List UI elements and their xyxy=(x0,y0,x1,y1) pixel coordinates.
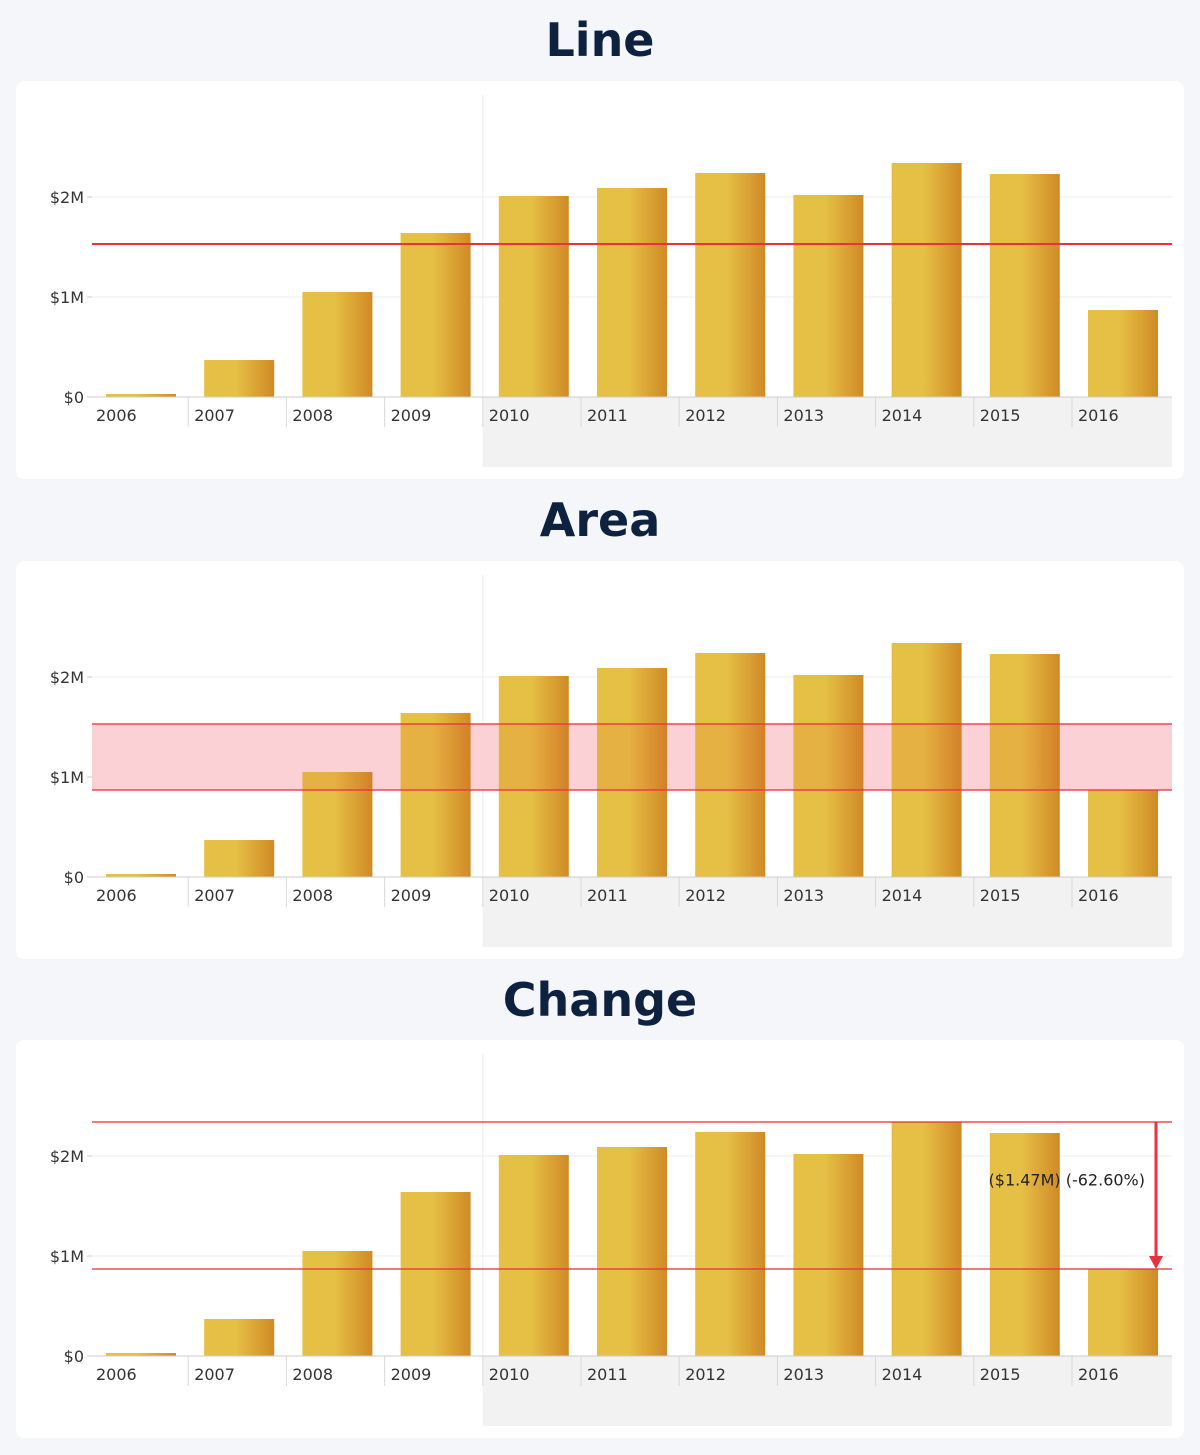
bar-2016[interactable] xyxy=(1088,1269,1158,1356)
bar-2010[interactable] xyxy=(498,196,569,397)
x-tick-label: 2007 xyxy=(194,886,235,905)
x-tick-label: 2006 xyxy=(96,1365,137,1384)
x-tick-label: 2008 xyxy=(292,406,333,425)
y-tick-label: $2M xyxy=(50,188,84,207)
x-tick-label: 2006 xyxy=(96,886,137,905)
x-tick-label: 2011 xyxy=(587,1365,628,1384)
x-tick-label: 2010 xyxy=(489,886,530,905)
x-tick-label: 2009 xyxy=(391,1365,432,1384)
bar-2013[interactable] xyxy=(793,1154,864,1356)
forecast-shade xyxy=(482,397,1172,467)
x-tick-label: 2016 xyxy=(1078,406,1119,425)
x-tick-label: 2016 xyxy=(1078,886,1119,905)
y-tick-label: $2M xyxy=(50,668,84,687)
x-tick-label: 2007 xyxy=(194,1365,235,1384)
bar-2016[interactable] xyxy=(1088,790,1158,877)
bar-2006[interactable] xyxy=(106,1353,176,1356)
x-tick-label: 2015 xyxy=(980,1365,1021,1384)
reference-band-overlay xyxy=(92,724,1172,790)
chart-panel-line: $0 $1M $2M 2006 2007 2008 2009 2010 2011 2012 2013… xyxy=(16,81,1184,479)
bar-2015[interactable] xyxy=(989,174,1060,397)
y-tick-label: $1M xyxy=(50,768,84,787)
chart-title-change: Change xyxy=(502,973,698,1027)
x-tick-label: 2016 xyxy=(1078,1365,1119,1384)
y-tick-label: $0 xyxy=(64,1347,84,1366)
x-tick-label: 2014 xyxy=(882,886,923,905)
chart-title-area: Area xyxy=(539,493,661,547)
bar-2014[interactable] xyxy=(891,643,962,877)
x-tick-label: 2012 xyxy=(685,1365,726,1384)
x-tick-label: 2006 xyxy=(96,406,137,425)
x-tick-label: 2012 xyxy=(685,886,726,905)
x-tick-label: 2011 xyxy=(587,886,628,905)
x-tick-label: 2012 xyxy=(685,406,726,425)
bar-2013[interactable] xyxy=(793,195,864,397)
bar-2012[interactable] xyxy=(695,653,766,877)
bar-2009[interactable] xyxy=(400,713,471,877)
bar-chart-area: $0 $1M $2M 2006 2007 2008 2009 2010 2011 2012 2013… xyxy=(50,575,1172,947)
x-tick-label: 2013 xyxy=(783,1365,824,1384)
bar-2012[interactable] xyxy=(695,1132,766,1356)
bar-2008[interactable] xyxy=(302,1251,373,1356)
bar-2013[interactable] xyxy=(793,675,864,877)
bar-2011[interactable] xyxy=(597,188,667,397)
x-tick-label: 2009 xyxy=(391,886,432,905)
x-tick-label: 2014 xyxy=(882,406,923,425)
x-tick-label: 2008 xyxy=(292,886,333,905)
x-tick-label: 2007 xyxy=(194,406,235,425)
x-tick-label: 2014 xyxy=(882,1365,923,1384)
x-tick-label: 2015 xyxy=(980,886,1021,905)
bar-2014[interactable] xyxy=(891,1122,962,1356)
x-tick-label: 2010 xyxy=(489,1365,530,1384)
change-arrow-head xyxy=(1149,1256,1163,1269)
chart-panel-change: $0 $1M $2M 2006 2007 2008 2009 2010 2011 2012 2013… xyxy=(16,1040,1184,1438)
bar-2010[interactable] xyxy=(498,1155,569,1356)
bar-2009[interactable] xyxy=(400,233,471,397)
x-tick-label: 2013 xyxy=(783,886,824,905)
bar-chart-line: $0 $1M $2M 2006 2007 2008 2009 2010 2011 2012 2013… xyxy=(50,95,1172,467)
bar-2007[interactable] xyxy=(204,360,275,397)
bar-2006[interactable] xyxy=(106,874,176,877)
y-tick-label: $0 xyxy=(64,388,84,407)
y-tick-label: $1M xyxy=(50,288,84,307)
forecast-shade xyxy=(482,877,1172,947)
x-tick-label: 2010 xyxy=(489,406,530,425)
x-tick-label: 2011 xyxy=(587,406,628,425)
chart-panel-area: $0 $1M $2M 2006 2007 2008 2009 2010 2011 2012 2013… xyxy=(16,561,1184,959)
bar-2012[interactable] xyxy=(695,173,766,397)
y-tick-label: $0 xyxy=(64,868,84,887)
bar-2007[interactable] xyxy=(204,840,275,877)
bar-2015[interactable] xyxy=(989,654,1060,877)
x-tick-label: 2008 xyxy=(292,1365,333,1384)
bar-2011[interactable] xyxy=(597,668,667,877)
bar-2011[interactable] xyxy=(597,1147,667,1356)
bar-2006[interactable] xyxy=(106,394,176,397)
bar-2008[interactable] xyxy=(302,292,373,397)
x-tick-label: 2015 xyxy=(980,406,1021,425)
bar-2009[interactable] xyxy=(400,1192,471,1356)
chart-title-line: Line xyxy=(545,13,655,67)
y-tick-label: $1M xyxy=(50,1247,84,1266)
y-tick-label: $2M xyxy=(50,1147,84,1166)
bar-2010[interactable] xyxy=(498,676,569,877)
x-tick-label: 2013 xyxy=(783,406,824,425)
bar-2007[interactable] xyxy=(204,1319,275,1356)
bar-2016[interactable] xyxy=(1088,310,1158,397)
x-tick-label: 2009 xyxy=(391,406,432,425)
bar-2015[interactable] xyxy=(989,1133,1060,1356)
change-annotation: ($1.47M) (-62.60%) xyxy=(989,1171,1145,1190)
bar-chart-change: $0 $1M $2M 2006 2007 2008 2009 2010 2011 2012 2013… xyxy=(50,1054,1172,1426)
bar-2014[interactable] xyxy=(891,163,962,397)
forecast-shade xyxy=(482,1356,1172,1426)
